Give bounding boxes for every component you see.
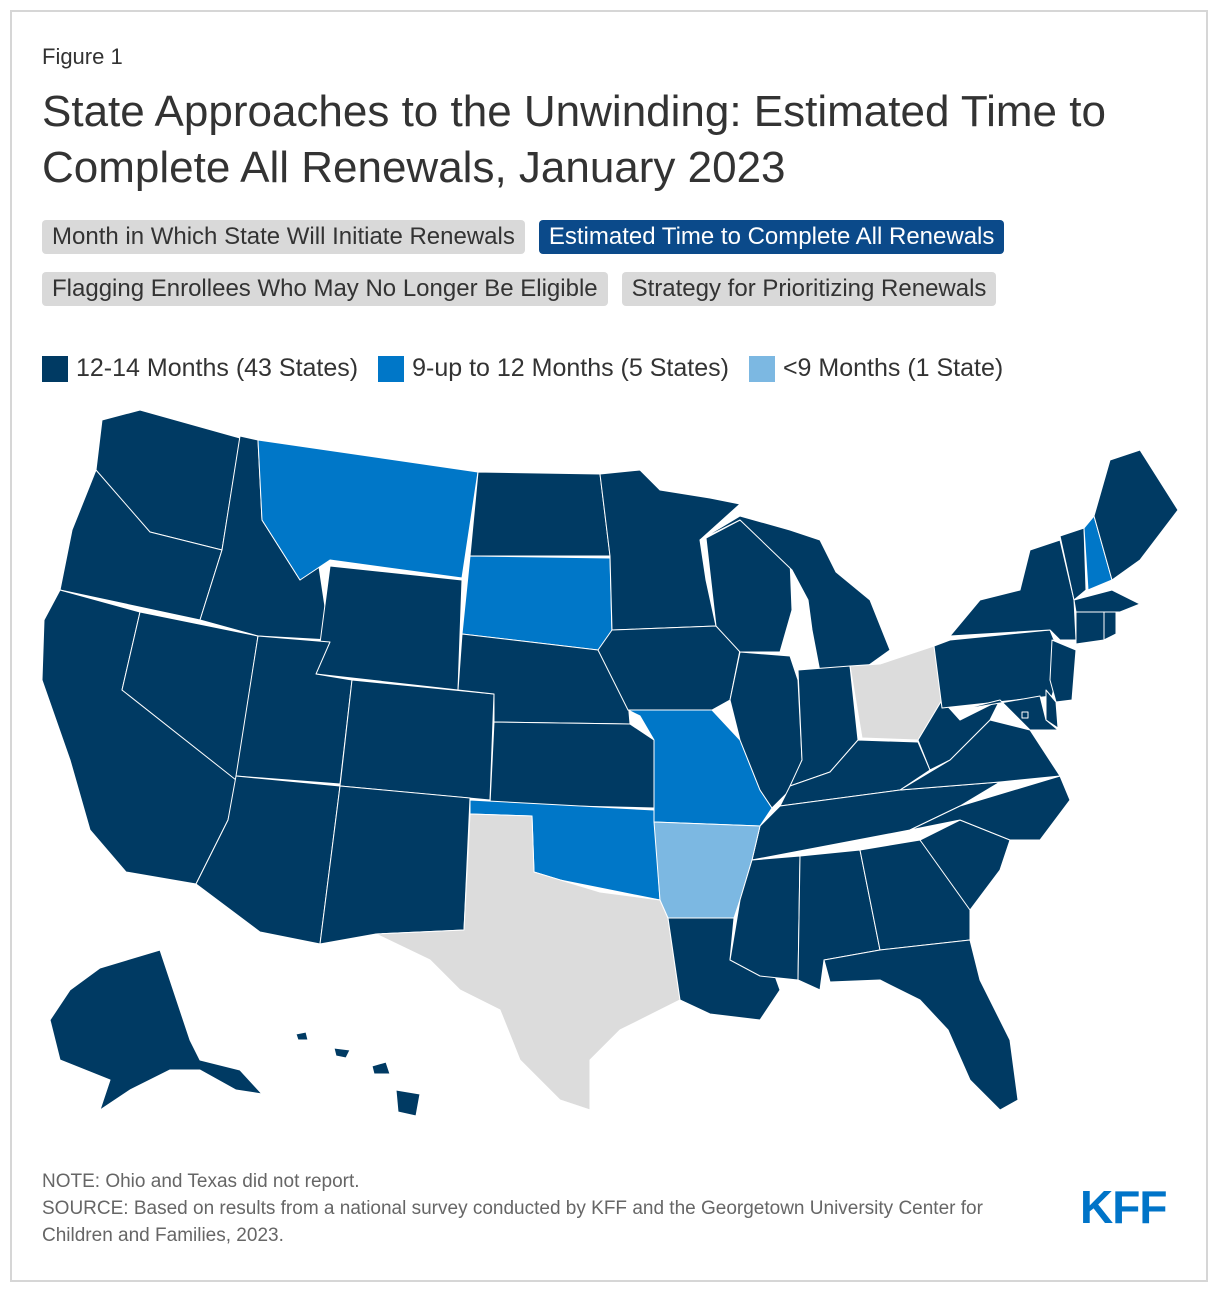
tab-initiate-renewals[interactable]: Month in Which State Will Initiate Renew… xyxy=(42,220,525,254)
state-ny[interactable] xyxy=(949,539,1077,641)
state-sc[interactable] xyxy=(919,819,1011,911)
state-dc[interactable] xyxy=(1021,711,1029,719)
state-wy[interactable] xyxy=(315,565,463,691)
legend-item-under-9: <9 Months (1 State) xyxy=(748,354,1004,383)
legend-swatch xyxy=(748,355,775,382)
state-co[interactable] xyxy=(339,679,495,801)
legend-label: 9-up to 12 Months (5 States) xyxy=(412,354,729,382)
legend-item-9-12: 9-up to 12 Months (5 States) xyxy=(378,354,729,383)
state-tx[interactable] xyxy=(375,813,681,1111)
state-mi[interactable] xyxy=(699,515,891,673)
state-ak[interactable] xyxy=(49,949,263,1111)
state-ri[interactable] xyxy=(1103,611,1117,641)
state-pa[interactable] xyxy=(933,629,1063,709)
tab-prioritizing-strategy[interactable]: Strategy for Prioritizing Renewals xyxy=(621,272,997,306)
map-legend: 12-14 Months (43 States) 9-up to 12 Mont… xyxy=(42,354,1003,383)
legend-label: <9 Months (1 State) xyxy=(782,354,1004,382)
state-de[interactable] xyxy=(1045,689,1059,729)
tab-row-1: Month in Which State Will Initiate Renew… xyxy=(42,220,1192,254)
state-nd[interactable] xyxy=(469,471,611,557)
state-nm[interactable] xyxy=(319,785,471,945)
legend-swatch xyxy=(42,355,68,382)
state-nj[interactable] xyxy=(1049,639,1077,703)
legend-swatch xyxy=(378,355,405,382)
state-sd[interactable] xyxy=(461,555,613,651)
state-la[interactable] xyxy=(667,917,781,1021)
state-ar[interactable] xyxy=(653,821,761,919)
state-mo[interactable] xyxy=(627,709,773,827)
footnote: NOTE: Ohio and Texas did not report. SOU… xyxy=(42,1168,1042,1249)
tab-time-to-complete[interactable]: Estimated Time to Complete All Renewals xyxy=(538,220,1005,254)
state-md[interactable] xyxy=(959,695,1059,731)
chart-title: State Approaches to the Unwinding: Estim… xyxy=(42,87,1106,192)
state-il[interactable] xyxy=(729,651,803,809)
kff-logo: KFF xyxy=(1080,1181,1167,1233)
note-text: NOTE: Ohio and Texas did not report. xyxy=(42,1171,360,1192)
state-ct[interactable] xyxy=(1075,611,1105,645)
state-mt[interactable] xyxy=(257,439,479,581)
tab-flagging-enrollees[interactable]: Flagging Enrollees Who May No Longer Be … xyxy=(42,272,608,306)
state-nc[interactable] xyxy=(909,775,1071,841)
view-tabs: Month in Which State Will Initiate Renew… xyxy=(42,220,1192,324)
figure-frame xyxy=(10,10,1208,1282)
state-fl[interactable] xyxy=(823,939,1019,1111)
state-ma[interactable] xyxy=(1073,589,1141,613)
state-hi[interactable] xyxy=(295,1031,421,1117)
source-text: SOURCE: Based on results from a national… xyxy=(42,1198,983,1246)
state-vt[interactable] xyxy=(1059,527,1087,601)
state-tn[interactable] xyxy=(751,781,1001,861)
figure-label: Figure 1 xyxy=(42,44,123,69)
legend-item-12-14: 12-14 Months (43 States) xyxy=(42,354,358,383)
state-ks[interactable] xyxy=(489,721,655,809)
tab-row-2: Flagging Enrollees Who May No Longer Be … xyxy=(42,272,1192,306)
state-me[interactable] xyxy=(1093,449,1179,581)
legend-label: 12-14 Months (43 States) xyxy=(76,354,359,382)
